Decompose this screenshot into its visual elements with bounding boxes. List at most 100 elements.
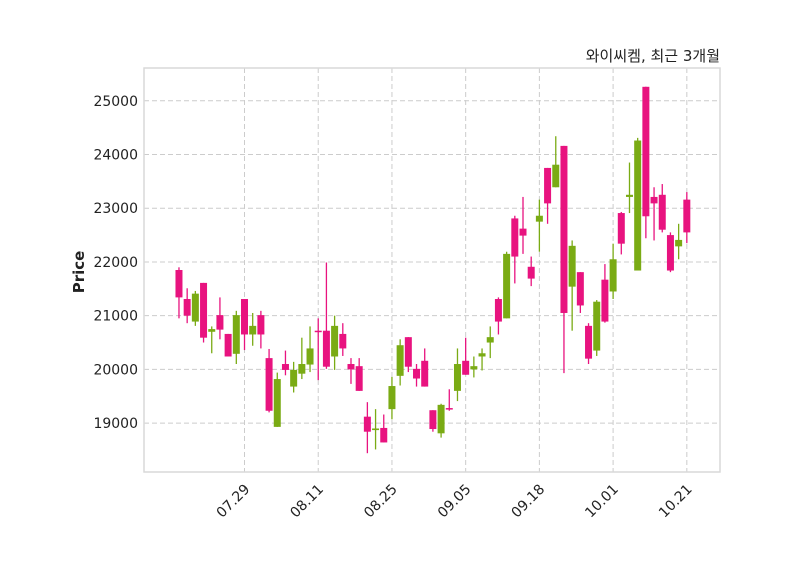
y-tick-label: 21000 xyxy=(93,309,138,325)
candle-body xyxy=(232,315,240,354)
x-tick-label: 10.21 xyxy=(656,482,696,522)
y-tick-label: 22000 xyxy=(93,255,138,271)
candle-down xyxy=(675,223,683,260)
candle-body xyxy=(634,140,642,271)
candle-body xyxy=(314,330,322,333)
candle-down xyxy=(208,326,216,354)
candle-body xyxy=(339,333,347,349)
x-tick-label: 08.11 xyxy=(287,482,327,522)
candle-body xyxy=(396,345,404,376)
candle-body xyxy=(617,213,625,244)
candle-up xyxy=(257,310,265,349)
candle-up xyxy=(224,333,232,357)
candle-body xyxy=(257,315,265,335)
candle-body xyxy=(486,337,494,343)
candle-body xyxy=(666,235,674,271)
y-axis: 19000 20000 21000 22000 23000 24000 25000 xyxy=(93,94,138,432)
candle-down xyxy=(535,199,543,252)
candle-up xyxy=(322,262,330,369)
candle-body xyxy=(445,408,453,410)
candle-body xyxy=(503,253,511,319)
candle-down xyxy=(470,356,478,378)
candle-up xyxy=(363,402,371,454)
candle-body xyxy=(191,293,199,322)
candle-body xyxy=(544,167,552,204)
candle-up xyxy=(560,145,568,374)
candle-up xyxy=(511,215,519,284)
candle-up xyxy=(617,211,625,255)
candle-up xyxy=(666,232,674,273)
candle-body xyxy=(183,299,191,316)
candle-up xyxy=(421,348,429,387)
candle-body xyxy=(322,330,330,367)
candle-up xyxy=(200,282,208,343)
candle-body xyxy=(298,364,306,374)
candle-down xyxy=(486,326,494,359)
candle-body xyxy=(306,348,314,365)
candle-body xyxy=(576,272,584,306)
candle-down xyxy=(625,162,633,214)
candle-up xyxy=(355,358,363,391)
candle-body xyxy=(273,379,281,427)
candle-body xyxy=(380,427,388,443)
candle-up xyxy=(314,318,322,381)
x-tick-label: 10.01 xyxy=(582,482,622,522)
candle-body xyxy=(494,299,502,322)
candle-up xyxy=(281,350,289,376)
candles xyxy=(175,86,691,454)
x-tick-label: 08.25 xyxy=(361,482,401,522)
candle-down xyxy=(609,243,617,300)
candle-body xyxy=(625,194,633,197)
candle-body xyxy=(429,410,437,430)
candle-up xyxy=(183,288,191,324)
candle-body xyxy=(593,301,601,351)
candle-body xyxy=(568,245,576,287)
candle-body xyxy=(347,364,355,370)
candle-up xyxy=(380,414,388,443)
candle-up xyxy=(576,272,584,313)
candle-body xyxy=(585,325,593,359)
candle-body xyxy=(290,369,298,387)
y-tick-label: 19000 xyxy=(93,416,138,432)
plot-frame xyxy=(143,67,721,473)
y-tick-label: 25000 xyxy=(93,94,138,110)
candle-body xyxy=(642,86,650,217)
candle-body xyxy=(535,215,543,222)
y-tick-label: 24000 xyxy=(93,147,138,163)
candle-body xyxy=(372,428,380,431)
candle-body xyxy=(241,299,249,335)
y-tick-label: 20000 xyxy=(93,362,138,378)
candle-up xyxy=(585,323,593,365)
candle-body xyxy=(208,329,216,332)
candle-body xyxy=(331,325,339,357)
chart-title: 와이씨켐, 최근 3개월 xyxy=(586,47,720,65)
candle-body xyxy=(511,218,519,257)
candle-body xyxy=(552,164,560,188)
candle-down xyxy=(232,310,240,365)
candle-body xyxy=(281,364,289,370)
candle-body xyxy=(478,353,486,357)
candle-body xyxy=(404,337,412,367)
candle-up xyxy=(642,86,650,239)
candle-body xyxy=(683,199,691,233)
candle-body xyxy=(175,270,183,298)
candle-body xyxy=(601,279,609,322)
candle-body xyxy=(216,315,224,330)
candle-down xyxy=(593,300,601,356)
candle-body xyxy=(609,259,617,292)
candle-body xyxy=(675,239,683,247)
candle-up xyxy=(413,364,421,387)
candle-body xyxy=(265,358,273,411)
candle-body xyxy=(249,325,257,335)
x-axis: 07.29 08.11 08.25 09.05 09.18 10.01 10.21 xyxy=(214,482,696,522)
candle-body xyxy=(519,228,527,236)
candle-up xyxy=(683,192,691,244)
candle-up xyxy=(175,267,183,319)
candle-down xyxy=(191,290,199,326)
candle-up xyxy=(519,196,527,254)
candle-body xyxy=(363,416,371,432)
candle-down xyxy=(503,251,511,319)
y-tick-label: 23000 xyxy=(93,201,138,217)
candle-body xyxy=(421,360,429,387)
